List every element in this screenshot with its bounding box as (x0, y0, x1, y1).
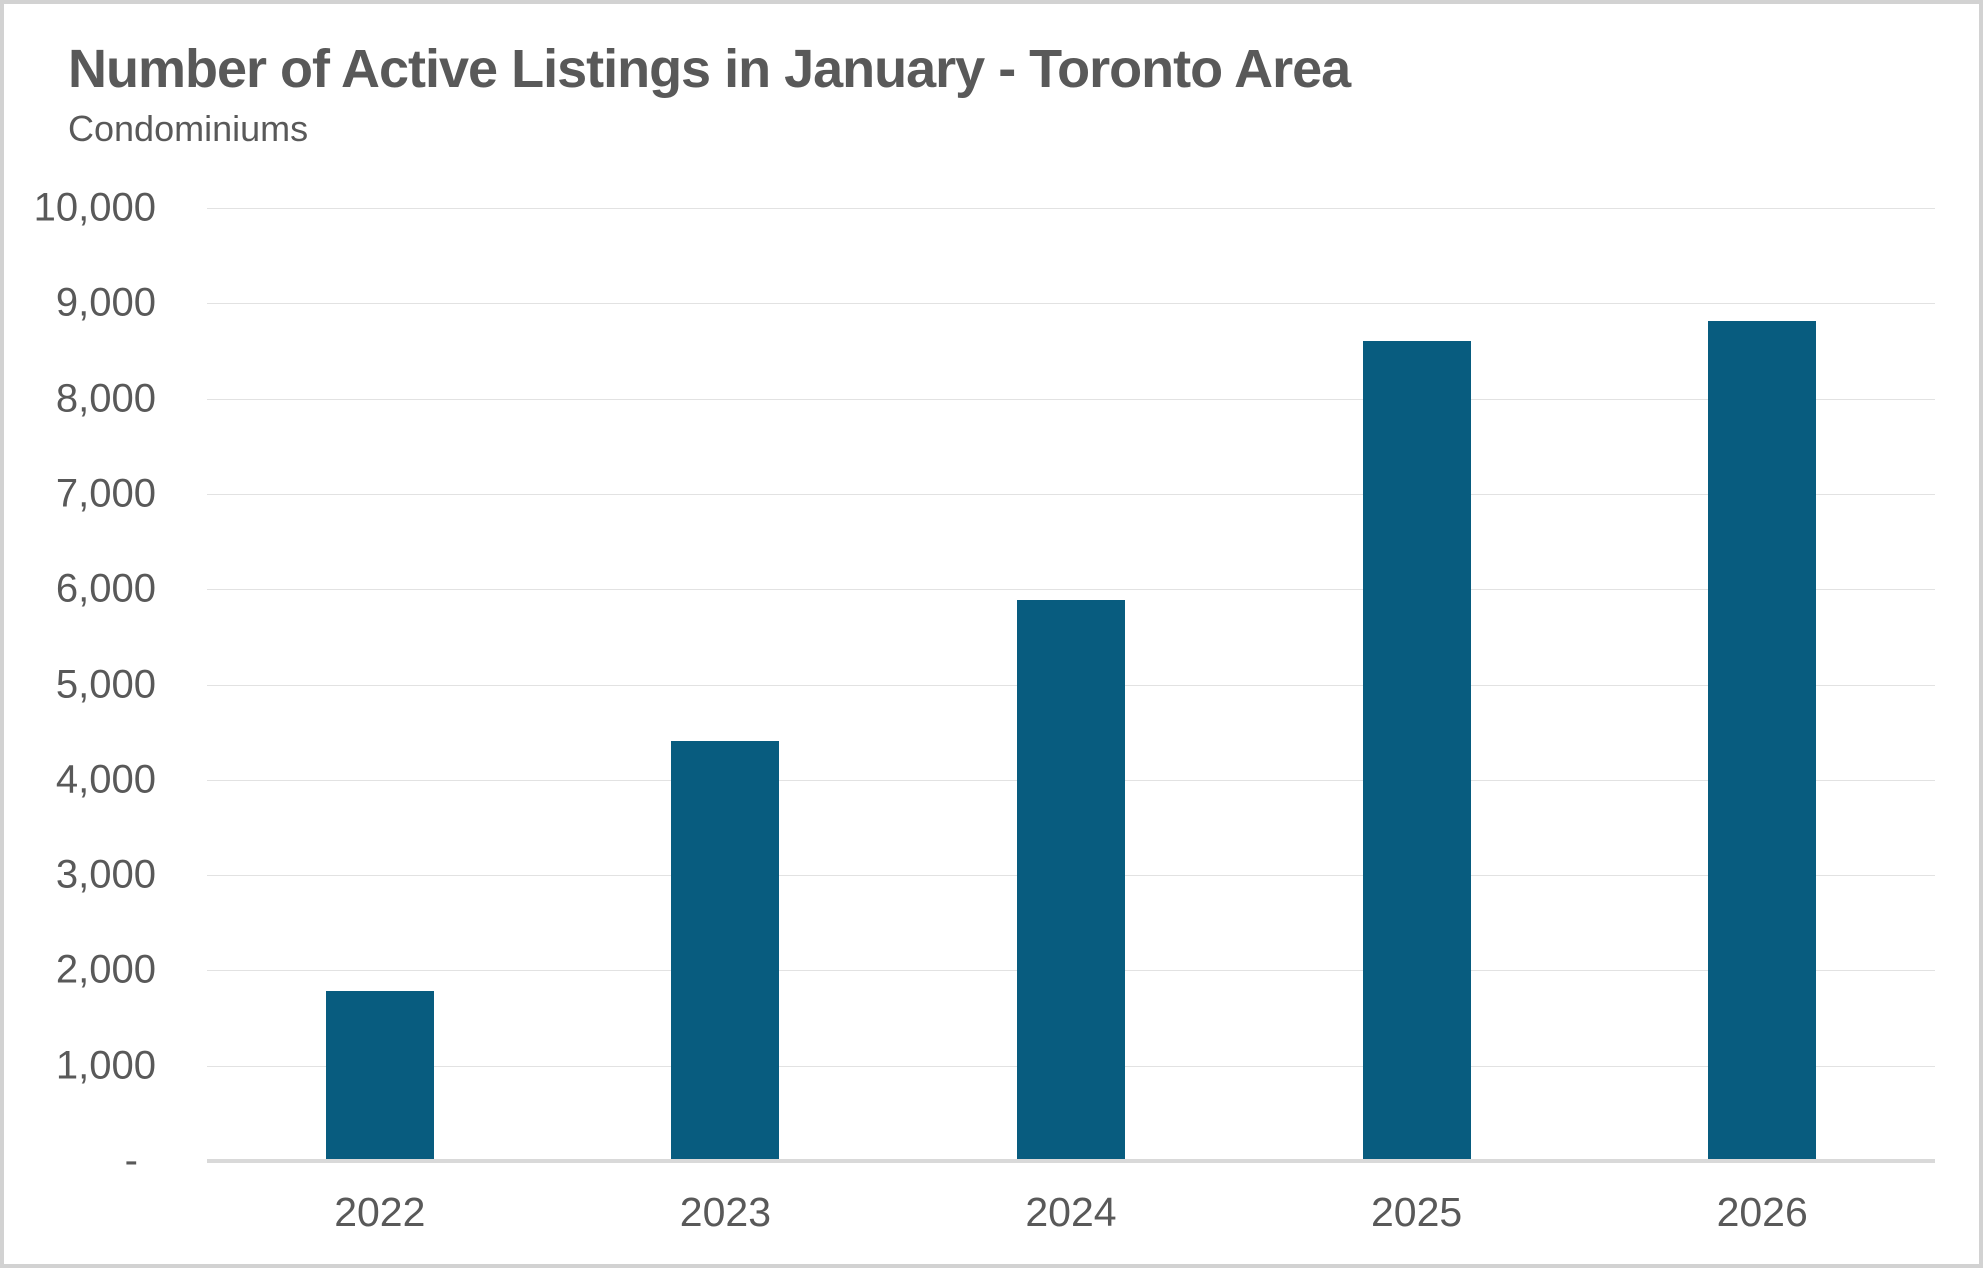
gridline (207, 208, 1935, 209)
chart-title: Number of Active Listings in January - T… (68, 39, 1351, 99)
bar-2025 (1362, 341, 1471, 1161)
y-tick-label: 3,000 (55, 852, 156, 897)
chart-subtitle: Condominiums (68, 108, 309, 149)
x-axis-labels: 2022 2023 2024 2025 2026 (207, 1189, 1935, 1249)
x-axis-line (207, 1159, 1935, 1163)
bar-2023 (671, 740, 780, 1161)
y-tick-label: - (124, 1138, 138, 1183)
x-tick-label: 2022 (334, 1189, 426, 1235)
bar-2024 (1017, 599, 1125, 1161)
gridline (207, 589, 1935, 591)
gridline (207, 303, 1935, 305)
y-axis-labels: - 1,000 2,000 3,000 4,000 5,000 6,000 7,000 8,00… (4, 186, 156, 1183)
y-tick-label: 5,000 (55, 662, 156, 706)
y-tick-label: 8,000 (55, 376, 156, 421)
y-tick-label: 4,000 (55, 757, 156, 802)
x-tick-label: 2025 (1370, 1189, 1463, 1235)
y-tick-label: 10,000 (33, 185, 156, 230)
y-tick-label: 2,000 (55, 947, 156, 992)
x-tick-label: 2023 (679, 1189, 771, 1235)
x-tick-label: 2024 (1025, 1189, 1117, 1235)
gridline (207, 398, 1935, 400)
y-tick-label: 1,000 (55, 1043, 156, 1088)
bar-2022 (325, 991, 434, 1161)
gridline (207, 493, 1935, 495)
y-tick-label: 6,000 (55, 566, 156, 611)
plot-area (207, 208, 1935, 1163)
y-tick-label: 7,000 (55, 471, 156, 516)
y-tick-label: 9,000 (55, 280, 156, 325)
bar-2026 (1708, 321, 1817, 1161)
x-tick-label: 2026 (1716, 1189, 1808, 1235)
